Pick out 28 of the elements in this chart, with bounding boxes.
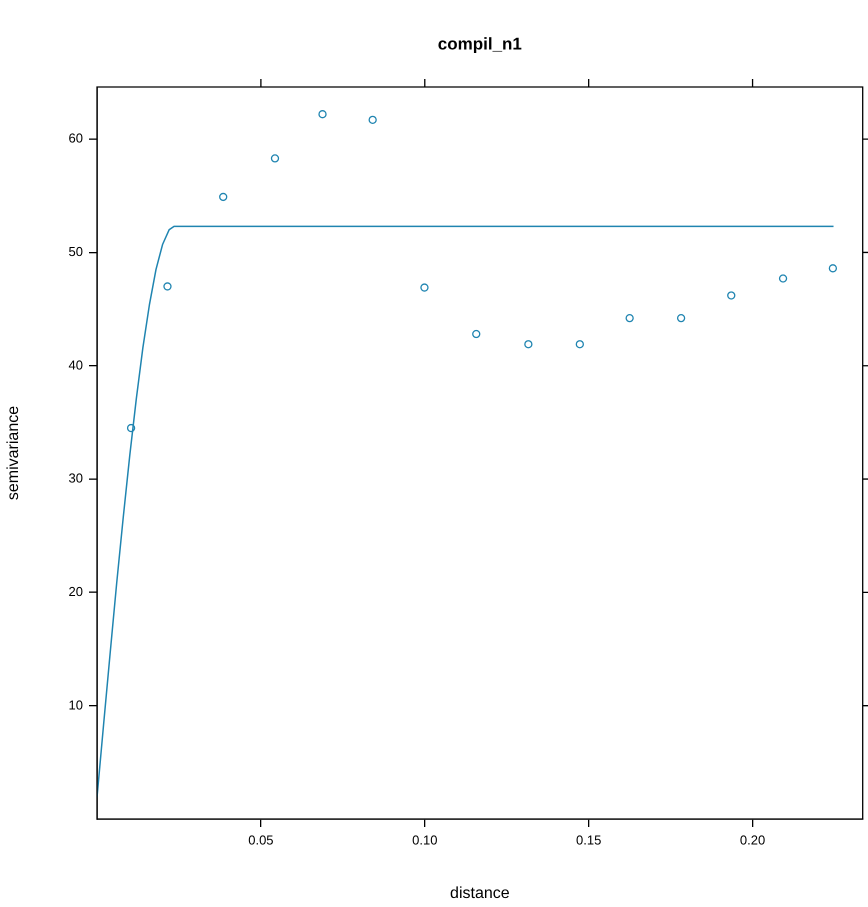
point [625,314,634,322]
y-tick-label: 30 [68,470,83,486]
point [676,314,686,322]
point [126,424,136,432]
point [524,340,533,348]
point [576,340,584,348]
y-tick-label: 60 [68,130,83,146]
y-tick-label: 50 [68,244,83,260]
point [472,330,480,338]
point [727,291,736,300]
y-tick-label: 20 [68,584,83,599]
x-tick-label: 0.20 [740,832,766,848]
point [778,274,788,283]
point [219,192,228,202]
x-axis-title: distance [450,884,510,902]
x-tick-label: 0.10 [412,832,438,848]
point [318,110,327,118]
x-tick-label: 0.05 [248,832,274,848]
chart-title: compil_n1 [438,34,522,54]
point [270,154,280,163]
point [163,282,172,291]
point [368,116,377,124]
point [420,283,429,292]
y-axis-title: semivariance [5,406,22,500]
y-tick-label: 10 [68,697,83,712]
y-tick-label: 40 [68,357,83,372]
x-tick-label: 0.15 [576,832,602,848]
point [828,264,838,272]
